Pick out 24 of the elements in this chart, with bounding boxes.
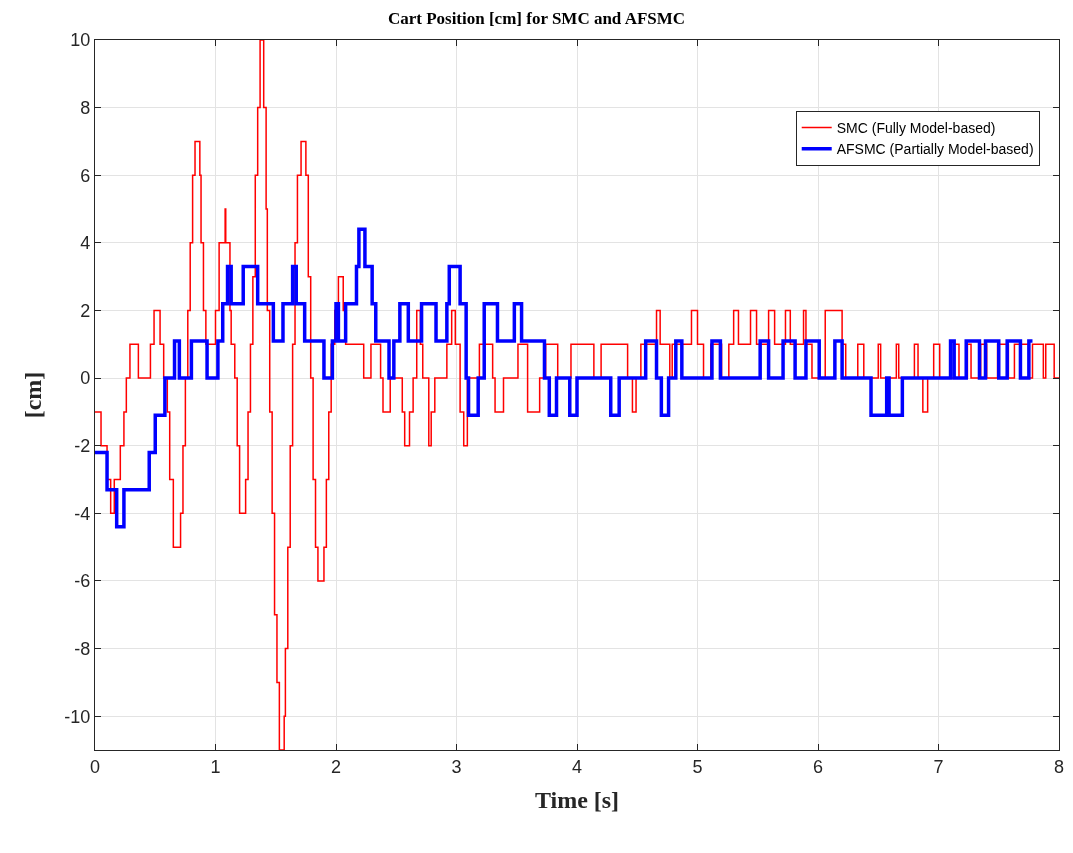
x-tick-label: 5 <box>692 756 703 777</box>
chart-title: Cart Position [cm] for SMC and AFSMC <box>387 8 686 28</box>
y-tick-label: 4 <box>80 233 91 254</box>
x-tick-label: 2 <box>330 756 342 777</box>
y-tick-label: -8 <box>74 638 91 659</box>
y-axis-title: [cm] <box>20 371 47 419</box>
y-tick-label: 6 <box>80 165 91 186</box>
x-tick-label: 1 <box>210 756 221 777</box>
y-tick-label: 8 <box>80 97 91 118</box>
x-tick-label: 4 <box>571 756 583 777</box>
y-tick-label: 10 <box>70 30 91 51</box>
y-tick-label: -2 <box>74 436 91 457</box>
y-tick-label: 0 <box>80 368 91 389</box>
x-axis-title: Time [s] <box>534 787 620 813</box>
legend-label: AFSMC (Partially Model-based) <box>836 141 1034 158</box>
legend-label: SMC (Fully Model-based) <box>836 120 996 137</box>
x-tick-label: 8 <box>1053 756 1065 777</box>
y-tick-label: -6 <box>74 571 91 592</box>
y-tick-label: 2 <box>80 300 91 321</box>
x-tick-label: 7 <box>933 756 944 777</box>
x-tick-label: 6 <box>812 756 824 777</box>
x-tick-label: 3 <box>451 756 462 777</box>
y-tick-label: -4 <box>74 503 91 524</box>
y-tick-label: -10 <box>64 706 91 727</box>
